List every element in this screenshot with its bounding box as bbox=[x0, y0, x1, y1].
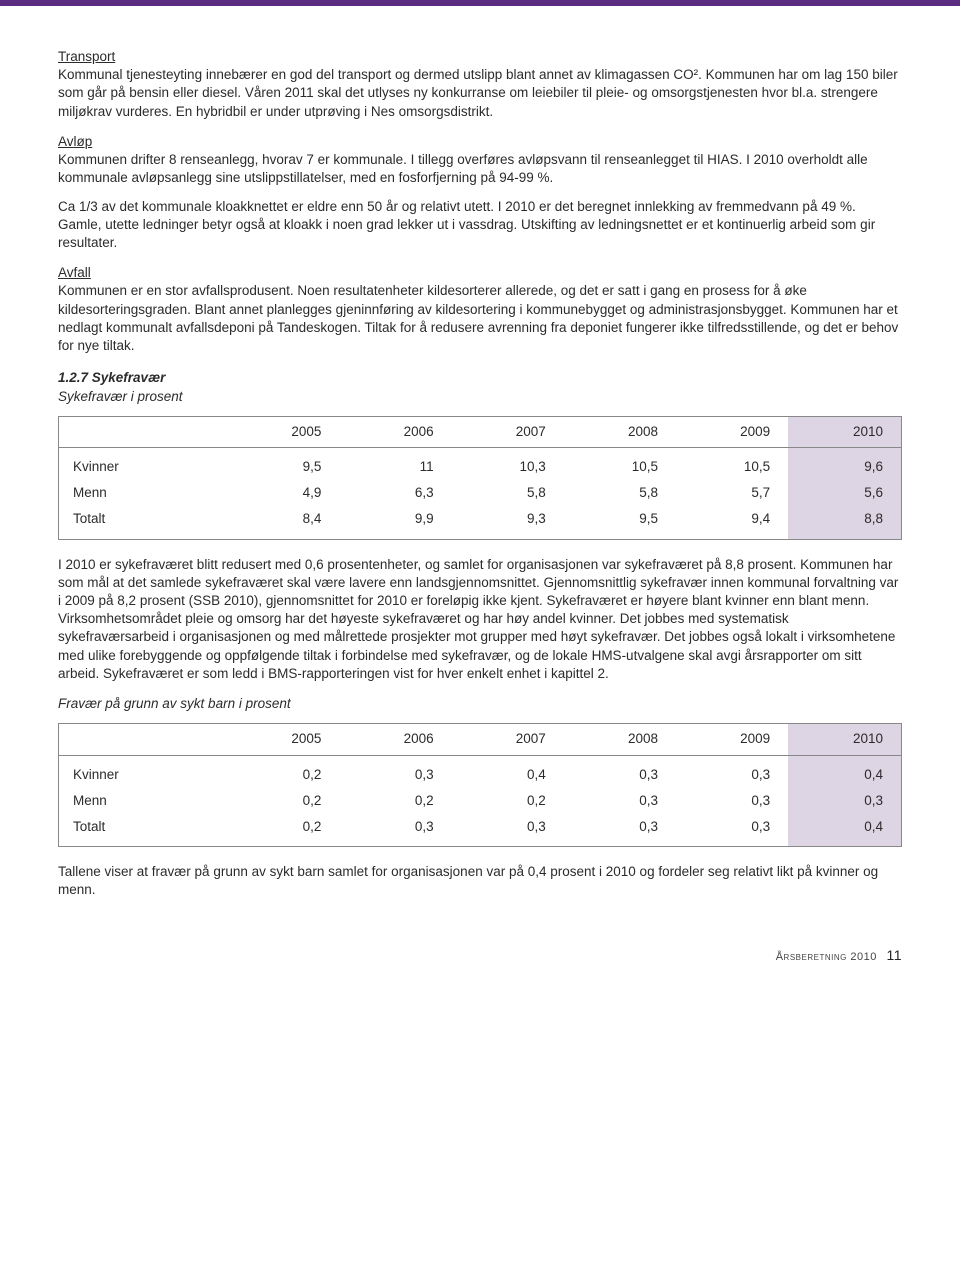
table-header-cell: 2010 bbox=[788, 724, 901, 755]
table-cell: 0,2 bbox=[339, 788, 451, 814]
footer-year: 2010 bbox=[850, 951, 876, 963]
table-row: Kvinner 0,2 0,3 0,4 0,3 0,3 0,4 bbox=[59, 755, 902, 788]
table-cell: 8,8 bbox=[788, 506, 901, 539]
table-row: Kvinner 9,5 11 10,3 10,5 10,5 9,6 bbox=[59, 447, 902, 480]
table-row: Menn 4,9 6,3 5,8 5,8 5,7 5,6 bbox=[59, 480, 902, 506]
table-header-cell: 2005 bbox=[227, 416, 339, 447]
table-cell: 8,4 bbox=[227, 506, 339, 539]
body-after-table2: Tallene viser at fravær på grunn av sykt… bbox=[58, 863, 902, 899]
table-cell: Menn bbox=[59, 480, 228, 506]
table-sykt-barn: 2005 2006 2007 2008 2009 2010 Kvinner 0,… bbox=[58, 723, 902, 847]
body-transport: Kommunal tjenesteyting innebærer en god … bbox=[58, 66, 902, 121]
table-header-row: 2005 2006 2007 2008 2009 2010 bbox=[59, 416, 902, 447]
footer-label: Årsberetning bbox=[776, 951, 847, 963]
table-cell: 0,3 bbox=[452, 814, 564, 847]
table-cell: Totalt bbox=[59, 814, 228, 847]
subtitle-sykt-barn: Fravær på grunn av sykt barn i prosent bbox=[58, 695, 902, 713]
table-cell: 0,2 bbox=[452, 788, 564, 814]
footer-page-number: 11 bbox=[886, 947, 902, 963]
subtitle-sykefravaer: Sykefravær i prosent bbox=[58, 388, 902, 406]
table-header-cell: 2010 bbox=[788, 416, 901, 447]
table-cell: 10,5 bbox=[676, 447, 788, 480]
heading-transport: Transport bbox=[58, 48, 902, 66]
table-cell: 0,3 bbox=[339, 814, 451, 847]
table-header-cell: 2008 bbox=[564, 416, 676, 447]
table-cell: 5,7 bbox=[676, 480, 788, 506]
table-cell: Kvinner bbox=[59, 447, 228, 480]
table-cell: 0,3 bbox=[564, 788, 676, 814]
table-header-cell: 2007 bbox=[452, 416, 564, 447]
table-row: Totalt 0,2 0,3 0,3 0,3 0,3 0,4 bbox=[59, 814, 902, 847]
table-cell: 0,2 bbox=[227, 755, 339, 788]
table-header-cell: 2007 bbox=[452, 724, 564, 755]
table-row: Totalt 8,4 9,9 9,3 9,5 9,4 8,8 bbox=[59, 506, 902, 539]
table-cell: 0,3 bbox=[564, 755, 676, 788]
table-cell: 0,3 bbox=[676, 755, 788, 788]
table-cell: 9,6 bbox=[788, 447, 901, 480]
body-avlop-2: Ca 1/3 av det kommunale kloakknettet er … bbox=[58, 198, 902, 253]
table-cell: 0,3 bbox=[676, 814, 788, 847]
table-cell: 0,3 bbox=[564, 814, 676, 847]
heading-avfall: Avfall bbox=[58, 264, 902, 282]
table-header-cell: 2008 bbox=[564, 724, 676, 755]
table-sykefravaer: 2005 2006 2007 2008 2009 2010 Kvinner 9,… bbox=[58, 416, 902, 540]
table-cell: 5,8 bbox=[564, 480, 676, 506]
table-row: Menn 0,2 0,2 0,2 0,3 0,3 0,3 bbox=[59, 788, 902, 814]
page-content: Transport Kommunal tjenesteyting innebær… bbox=[0, 6, 960, 985]
table-cell: 0,3 bbox=[339, 755, 451, 788]
section-title-sykefravaer: 1.2.7 Sykefravær bbox=[58, 369, 902, 387]
body-after-table1: I 2010 er sykefraværet blitt redusert me… bbox=[58, 556, 902, 684]
table-header-cell bbox=[59, 416, 228, 447]
table-header-cell: 2005 bbox=[227, 724, 339, 755]
body-avfall: Kommunen er en stor avfallsprodusent. No… bbox=[58, 282, 902, 355]
table-cell: 9,5 bbox=[227, 447, 339, 480]
table-cell: Kvinner bbox=[59, 755, 228, 788]
table-cell: 0,3 bbox=[788, 788, 901, 814]
table-cell: 9,9 bbox=[339, 506, 451, 539]
table-cell: 11 bbox=[339, 447, 451, 480]
table-header-cell bbox=[59, 724, 228, 755]
table-cell: 5,8 bbox=[452, 480, 564, 506]
table-cell: 0,4 bbox=[788, 814, 901, 847]
table-cell: 0,3 bbox=[676, 788, 788, 814]
table-header-cell: 2006 bbox=[339, 416, 451, 447]
table-header-cell: 2006 bbox=[339, 724, 451, 755]
table-header-row: 2005 2006 2007 2008 2009 2010 bbox=[59, 724, 902, 755]
table-cell: 0,2 bbox=[227, 814, 339, 847]
table-cell: 0,2 bbox=[227, 788, 339, 814]
table-cell: 4,9 bbox=[227, 480, 339, 506]
table-cell: 5,6 bbox=[788, 480, 901, 506]
table-cell: Totalt bbox=[59, 506, 228, 539]
heading-avlop: Avløp bbox=[58, 133, 902, 151]
table-cell: 9,3 bbox=[452, 506, 564, 539]
table-cell: 9,4 bbox=[676, 506, 788, 539]
table-header-cell: 2009 bbox=[676, 416, 788, 447]
table-header-cell: 2009 bbox=[676, 724, 788, 755]
table-cell: 6,3 bbox=[339, 480, 451, 506]
table-cell: 0,4 bbox=[788, 755, 901, 788]
table-cell: 9,5 bbox=[564, 506, 676, 539]
table-cell: Menn bbox=[59, 788, 228, 814]
table-cell: 10,3 bbox=[452, 447, 564, 480]
body-avlop-1: Kommunen drifter 8 renseanlegg, hvorav 7… bbox=[58, 151, 902, 187]
table-cell: 0,4 bbox=[452, 755, 564, 788]
page-footer: Årsberetning 2010 11 bbox=[58, 946, 902, 965]
table-cell: 10,5 bbox=[564, 447, 676, 480]
